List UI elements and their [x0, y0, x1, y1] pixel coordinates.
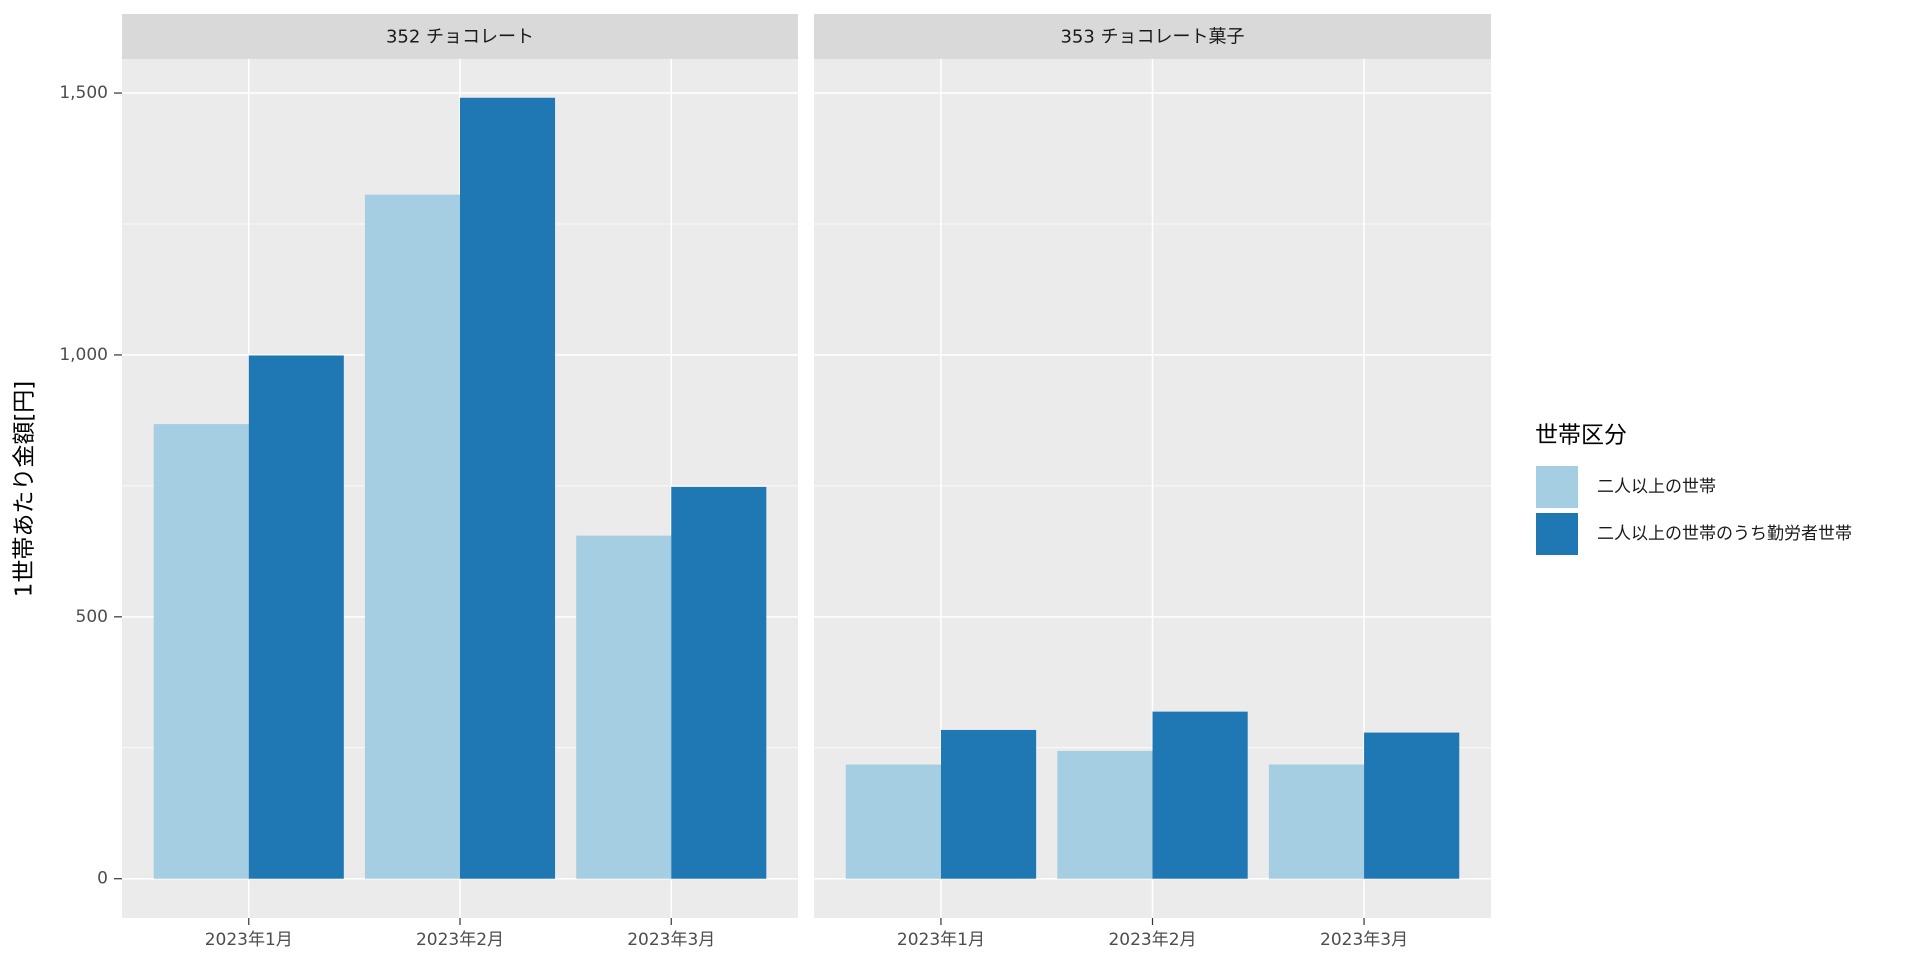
- legend-label: 二人以上の世帯のうち勤労者世帯: [1597, 524, 1852, 544]
- strip-title: 352 チョコレート: [386, 27, 534, 48]
- legend-key: [1536, 513, 1578, 555]
- bar: [1152, 711, 1248, 879]
- y-axis-label: 1世帯あたり金額[円]: [12, 381, 38, 598]
- bar: [576, 535, 672, 879]
- bar: [671, 486, 767, 879]
- legend-key: [1536, 466, 1578, 508]
- y-tick-label: 1,500: [59, 83, 108, 103]
- legend-label: 二人以上の世帯: [1597, 477, 1716, 497]
- x-tick-label: 2023年2月: [416, 930, 504, 950]
- legend-title: 世帯区分: [1535, 423, 1627, 449]
- x-tick-label: 2023年1月: [205, 930, 293, 950]
- y-tick-label: 500: [76, 607, 108, 627]
- bar: [1057, 750, 1153, 879]
- bar: [1364, 732, 1460, 879]
- strip-title: 353 チョコレート菓子: [1060, 27, 1244, 48]
- bar: [364, 194, 460, 879]
- y-tick-label: 1,000: [59, 345, 108, 365]
- bar: [153, 424, 249, 879]
- bar: [248, 355, 344, 879]
- bar: [845, 764, 941, 879]
- bar: [1268, 764, 1365, 879]
- strip: [122, 14, 798, 59]
- x-tick-label: 2023年2月: [1108, 930, 1196, 950]
- strip: [814, 14, 1491, 59]
- y-tick-label: 0: [97, 869, 108, 889]
- x-tick-label: 2023年1月: [897, 930, 985, 950]
- x-tick-label: 2023年3月: [1320, 930, 1408, 950]
- x-tick-label: 2023年3月: [627, 930, 715, 950]
- bar: [460, 97, 556, 879]
- bar: [940, 729, 1037, 879]
